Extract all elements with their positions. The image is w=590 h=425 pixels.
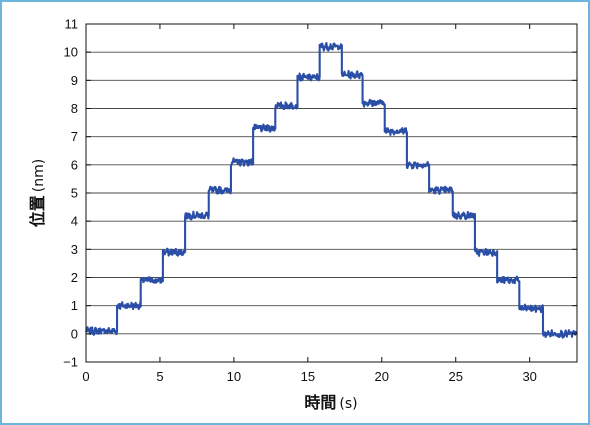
series-layer <box>85 41 578 339</box>
y-tick-label: 9 <box>71 73 78 88</box>
tick-labels: −1 0 1 2 3 4 5 6 7 8 9 10 11 0 5 10 15 20 25 30 <box>63 17 537 385</box>
y-tick-label: 6 <box>71 157 78 172</box>
x-tick-label: 10 <box>227 369 241 384</box>
y-tick-label: 3 <box>71 242 78 257</box>
y-tick-label: −1 <box>63 355 78 370</box>
y-axis-title-unit: (nm) <box>31 159 47 192</box>
y-tick-label: 5 <box>71 186 78 201</box>
x-tick-label: 30 <box>522 369 536 384</box>
y-axis-title: 位置 (nm) <box>28 159 47 227</box>
y-tick-label: 2 <box>71 270 78 285</box>
y-tick-label: 8 <box>71 101 78 116</box>
y-tick-label: 4 <box>71 214 78 229</box>
x-axis-title: 時間 (s) <box>304 393 357 412</box>
x-tick-label: 0 <box>82 369 89 384</box>
y-tick-label: 10 <box>64 45 78 60</box>
gridlines <box>86 51 577 335</box>
y-tick-label: 0 <box>71 326 78 341</box>
y-tick-label: 11 <box>65 17 79 32</box>
x-tick-label: 20 <box>375 369 389 384</box>
x-axis-title-unit: (s) <box>339 396 357 412</box>
x-tick-label: 25 <box>448 369 462 384</box>
y-tick-label: 7 <box>71 129 78 144</box>
y-axis-title-main: 位置 <box>28 195 47 227</box>
y-tick-label: 1 <box>71 298 78 313</box>
x-tick-label: 15 <box>301 369 315 384</box>
x-tick-label: 5 <box>156 369 163 384</box>
ticks <box>85 23 577 363</box>
x-axis-title-main: 時間 <box>304 393 336 412</box>
